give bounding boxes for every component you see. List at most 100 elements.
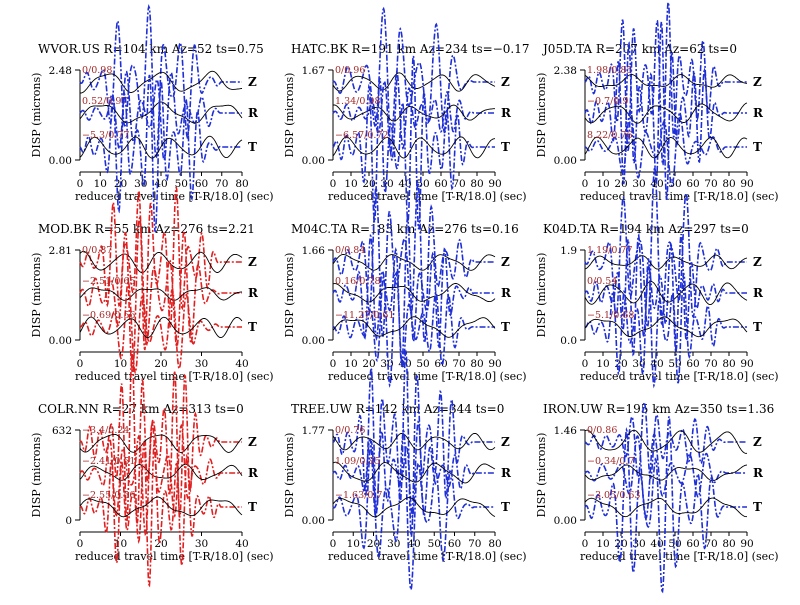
shift-cc-annotation-t: −5.1/0.68: [587, 310, 634, 321]
x-tick-label: 70: [468, 538, 481, 550]
synthetic-trace-t: [332, 428, 495, 593]
observed-trace-r: [79, 287, 243, 301]
component-label-z: Z: [501, 435, 510, 449]
x-tick-label: 60: [434, 178, 447, 190]
x-axis-label: reduced travel time [T-R/18.0] (sec): [580, 190, 779, 203]
x-axis-label: reduced travel time [T-R/18.0] (sec): [580, 550, 779, 563]
x-tick-label: 30: [632, 538, 645, 550]
x-axis-label: reduced travel time [T-R/18.0] (sec): [328, 190, 527, 203]
synthetic-trace-t: [332, 55, 495, 230]
observed-trace-r: [79, 101, 243, 124]
synthetic-trace-t: [332, 270, 495, 388]
x-axis-label: reduced travel time [T-R/18.0] (sec): [328, 550, 527, 563]
panel-title: M04C.TA R=183 km Az=276 ts=0.16: [291, 222, 519, 236]
y-tick-label-top: 2.48: [49, 65, 72, 77]
observed-trace-r: [332, 461, 496, 484]
shift-cc-annotation-r: 0.16/0.78: [335, 276, 381, 287]
x-tick-label: 80: [722, 358, 735, 370]
y-axis-label: DISP (microns): [30, 433, 43, 518]
shift-cc-annotation-t: −2.55/0.56: [82, 490, 135, 501]
x-tick-label: 40: [235, 358, 248, 370]
x-tick-label: 50: [416, 178, 429, 190]
x-tick-label: 0: [77, 358, 84, 370]
x-tick-label: 90: [488, 358, 501, 370]
observed-trace-r: [332, 104, 495, 122]
y-tick-label-top: 1.9: [560, 245, 577, 257]
shift-cc-annotation-z: 0/0.96: [335, 65, 365, 76]
observed-trace-z: [332, 432, 496, 451]
x-tick-label: 80: [488, 538, 501, 550]
x-tick-label: 80: [722, 538, 735, 550]
shift-cc-annotation-z: 0/0.98: [82, 65, 112, 76]
x-tick-label: 0: [582, 358, 589, 370]
x-tick-label: 0: [582, 538, 589, 550]
x-tick-label: 50: [668, 358, 681, 370]
shift-cc-annotation-r: 1.34/0.98: [335, 96, 381, 107]
shift-cc-annotation-t: −3.05/0.63: [587, 490, 640, 501]
observed-trace-t: [584, 497, 748, 518]
y-tick-label-top: 632: [52, 425, 72, 437]
panel-iron-uw: IRON.UW R=195 km Az=350 ts=1.36 1.46 0.00 D…: [535, 400, 779, 594]
shift-cc-annotation-t: −11.27/0.61: [335, 310, 395, 321]
x-tick-label: 90: [740, 178, 753, 190]
x-tick-label: 20: [614, 358, 627, 370]
x-tick-label: 10: [344, 358, 357, 370]
component-label-z: Z: [501, 75, 510, 89]
y-axis-label: DISP (microns): [30, 73, 43, 158]
observed-trace-r: [332, 283, 496, 303]
synthetic-trace-z: [332, 181, 495, 343]
x-tick-label: 0: [582, 178, 589, 190]
x-tick-label: 80: [235, 178, 248, 190]
x-tick-label: 90: [740, 358, 753, 370]
shift-cc-annotation-z: 0/0.86: [587, 425, 617, 436]
panel-title: MOD.BK R=55 km Az=276 ts=2.21: [38, 222, 255, 236]
x-tick-label: 20: [362, 358, 375, 370]
component-label-z: Z: [753, 255, 762, 269]
component-label-z: Z: [248, 435, 257, 449]
x-axis-label: reduced travel time [T-R/18.0] (sec): [328, 370, 527, 383]
synthetic-trace-r: [79, 215, 242, 374]
y-tick-label-top: 1.66: [302, 245, 326, 257]
component-label-r: R: [753, 106, 764, 120]
shift-cc-annotation-r: −0.7/0.9: [587, 96, 628, 107]
x-axis-label: reduced travel time [T-R/18.0] (sec): [75, 550, 274, 563]
observed-trace-z: [332, 254, 496, 271]
x-tick-label: 20: [367, 538, 380, 550]
x-tick-label: 0: [77, 178, 84, 190]
x-tick-label: 0: [330, 538, 337, 550]
x-tick-label: 10: [114, 538, 127, 550]
component-label-t: T: [501, 500, 510, 514]
observed-trace-z: [79, 433, 243, 453]
synthetic-trace-z: [79, 187, 242, 351]
x-tick-label: 30: [195, 538, 208, 550]
y-axis-label: DISP (microns): [283, 253, 296, 338]
shift-cc-annotation-z: −3.4/0.24: [82, 425, 129, 436]
panel-colr-nn: COLR.NN R=27 km Az=313 ts=0 632 0 DISP (mic…: [30, 353, 274, 588]
y-axis-label: DISP (microns): [535, 433, 548, 518]
x-tick-label: 0: [330, 178, 337, 190]
y-tick-label-bottom: 0.00: [554, 155, 577, 167]
component-label-r: R: [501, 286, 512, 300]
x-tick-label: 20: [154, 358, 167, 370]
observed-trace-r: [584, 280, 748, 306]
observed-trace-z: [79, 250, 243, 274]
shift-cc-annotation-r: 0.52/0.97: [82, 96, 128, 107]
shift-cc-annotation-t: −0.69/0.56: [82, 310, 135, 321]
x-tick-label: 10: [114, 358, 127, 370]
component-label-z: Z: [753, 75, 762, 89]
synthetic-trace-z: [79, 4, 242, 160]
observed-trace-z: [584, 254, 748, 270]
x-tick-label: 80: [470, 358, 483, 370]
panel-j05d-ta: J05D.TA R=207 km Az=62 ts=0 2.38 0.00 DISP …: [535, 1, 779, 203]
observed-trace-t: [332, 497, 496, 518]
x-tick-label: 50: [428, 538, 441, 550]
synthetic-trace-r: [332, 420, 495, 520]
x-tick-label: 30: [387, 538, 400, 550]
shift-cc-annotation-z: 1.98/0.85: [587, 65, 633, 76]
panel-tree-uw: TREE.UW R=142 km Az=344 ts=0 1.77 0.00 DISP…: [283, 350, 527, 593]
observed-trace-t: [332, 136, 495, 159]
y-tick-label-top: 1.77: [302, 425, 325, 437]
synthetic-trace-r: [79, 423, 242, 537]
x-tick-label: 50: [668, 538, 681, 550]
